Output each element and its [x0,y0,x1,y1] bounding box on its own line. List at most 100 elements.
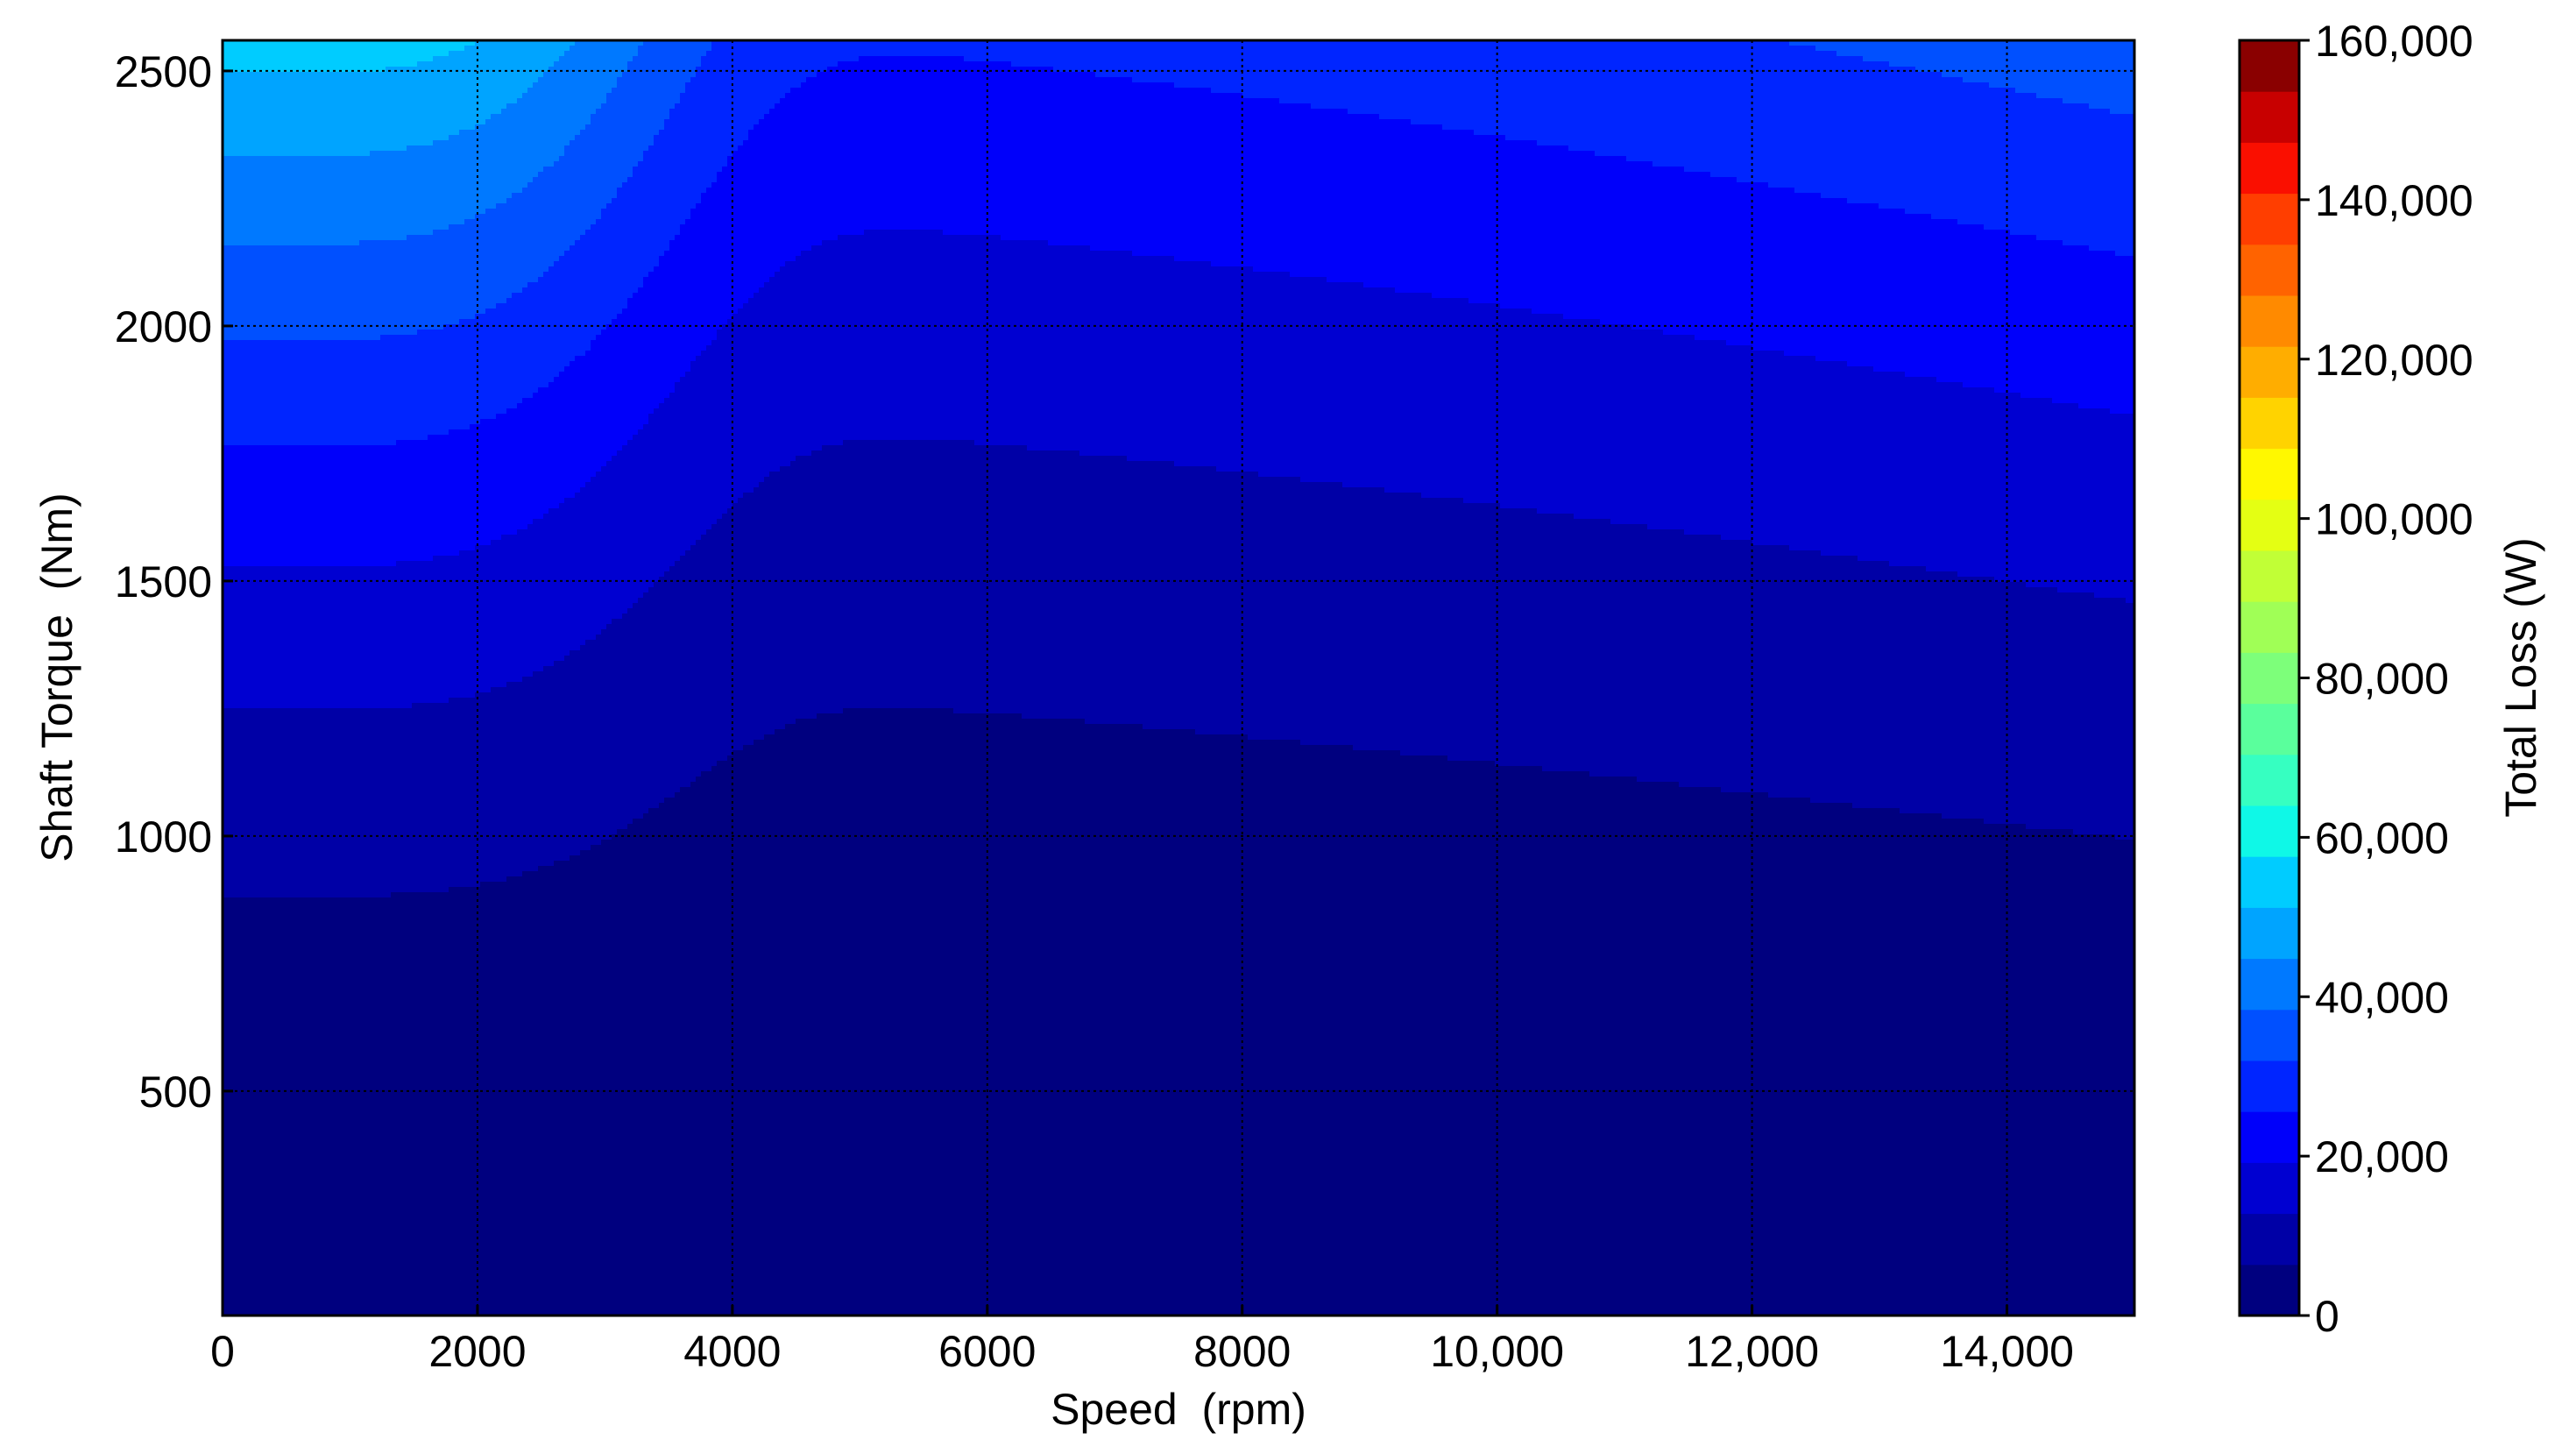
contour-cell [238,692,244,699]
contour-cell [249,330,255,336]
contour-cell [228,261,234,267]
contour-cell [233,845,239,851]
contour-cell [254,561,260,567]
contour-cell [254,1092,260,1098]
contour-cell [244,561,250,567]
contour-cell [254,819,260,825]
contour-cell [254,755,260,762]
contour-cell [238,1018,244,1025]
contour-cell [244,1308,250,1314]
contour-cell [228,692,234,699]
contour-cell [233,1292,239,1298]
contour-cell [233,1260,239,1266]
contour-cell [254,808,260,814]
contour-cell [244,114,250,120]
contour-cell [254,955,260,961]
contour-cell [244,356,250,362]
contour-cell [249,361,255,367]
contour-cell [228,140,234,146]
contour-cell [228,566,234,572]
contour-cell [254,545,260,551]
contour-cell [249,1008,255,1014]
contour-cell [254,77,260,83]
contour-cell [249,46,255,52]
contour-cell [228,245,234,252]
contour-cell [228,156,234,162]
contour-cell [249,477,255,483]
contour-cell [254,251,260,257]
contour-cell [238,1292,244,1298]
contour-cell [238,598,244,604]
contour-cell [244,1171,250,1177]
contour-cell [254,698,260,704]
contour-cell [249,713,255,720]
contour-cell [244,393,250,399]
contour-cell [254,1223,260,1230]
contour-cell [254,361,260,367]
contour-cell [254,119,260,125]
contour-cell [244,713,250,720]
contour-cell [244,1155,250,1161]
contour-cell [233,366,239,372]
contour-cell [259,261,265,267]
contour-cell [254,172,260,178]
contour-cell [249,214,255,220]
contour-cell [228,498,234,504]
contour-cell [228,729,234,735]
contour-cell [254,372,260,378]
contour-cell [238,277,244,283]
contour-cell [249,692,255,699]
contour-cell [228,1039,234,1046]
contour-cell [228,293,234,299]
contour-cell [244,692,250,699]
contour-cell [244,266,250,273]
contour-cell [244,435,250,441]
contour-cell [259,303,265,309]
contour-cell [228,303,234,309]
contour-cell [254,1302,260,1309]
contour-cell [244,603,250,609]
contour-cell [259,198,265,204]
contour-cell [233,1034,239,1040]
contour-cell [254,450,260,457]
contour-cell [249,1066,255,1072]
contour-cell [259,235,265,241]
contour-cell [233,556,239,562]
contour-cell [228,56,234,62]
contour-cell [254,656,260,662]
contour-cell [228,619,234,625]
contour-cell [254,845,260,851]
contour-cell [233,919,239,925]
contour-cell [238,51,244,57]
contour-cell [249,61,255,67]
contour-cell [228,98,234,104]
contour-cell [259,130,265,136]
contour-cell [249,992,255,998]
contour-cell [254,640,260,646]
contour-cell [244,487,250,493]
contour-cell [249,230,255,236]
contour-cell [249,1045,255,1051]
contour-cell [233,729,239,735]
contour-cell [244,529,250,535]
contour-cell [244,450,250,457]
contour-cell [238,235,244,241]
contour-cell [238,145,244,152]
contour-cell [254,1218,260,1224]
contour-cell [238,82,244,89]
contour-cell [233,677,239,683]
contour-cell [233,1082,239,1088]
contour-cell [233,266,239,273]
contour-cell [244,482,250,488]
contour-cell [233,698,239,704]
contour-cell [244,335,250,341]
contour-cell [228,46,234,52]
contour-cell [233,177,239,183]
contour-cell [254,182,260,188]
contour-cell [254,524,260,530]
contour-cell [233,545,239,551]
contour-cell [228,1239,234,1245]
contour-cell [233,493,239,499]
contour-cell [249,303,255,309]
contour-cell [244,1187,250,1193]
